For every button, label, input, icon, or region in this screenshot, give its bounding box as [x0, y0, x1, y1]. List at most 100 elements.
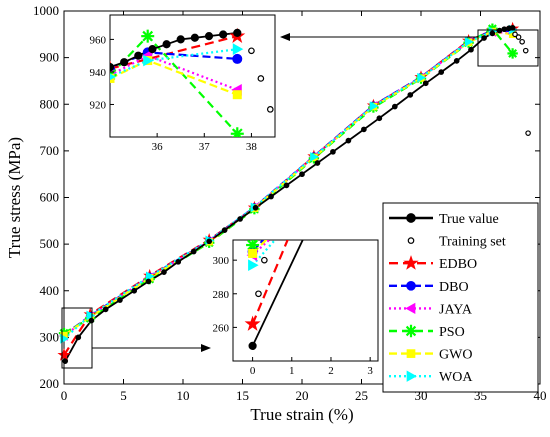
point-true-value	[481, 35, 487, 41]
point-training-set	[519, 38, 525, 45]
y-tick-label: 600	[40, 190, 60, 205]
y-tick-label: 500	[40, 236, 60, 251]
inset-top-left-frame	[109, 14, 276, 138]
point-true-value	[496, 27, 503, 34]
legend-label: DBO	[439, 280, 469, 295]
point-true-value	[161, 269, 167, 275]
legend-label: EDBO	[439, 257, 477, 272]
point-true-value	[468, 46, 474, 53]
inset-top-left-true-line	[110, 32, 238, 68]
legend-marker	[406, 349, 416, 358]
inset-top-left-content	[110, 27, 274, 137]
point-woa	[60, 333, 70, 344]
inset-top-left-point-pso	[141, 29, 155, 43]
point-true-value	[237, 216, 243, 222]
inset-top-left-point-true	[190, 33, 199, 42]
inset-top-left-point-true	[219, 30, 228, 39]
inset-top-left-point-true	[110, 62, 115, 72]
legend-entry-jaya: JAYA	[389, 302, 473, 317]
inset-top-left-x-tick-label: 36	[152, 141, 164, 153]
point-true-value	[75, 334, 82, 341]
legend-entry-dbo: DBO	[389, 280, 469, 295]
inset-top-left-point-gwo	[232, 90, 242, 100]
point-true-value	[221, 227, 228, 233]
true-value-markers	[62, 24, 516, 364]
inset-top-left-point-woa	[110, 73, 117, 81]
point-edbo	[57, 348, 71, 361]
inset-top-left-point-true	[233, 28, 242, 37]
point-true-value	[88, 317, 95, 324]
inset-top-left-point-training	[248, 47, 255, 55]
inset-bottom-x-tick-label: 1	[289, 365, 295, 377]
inset-bottom-point-woa	[248, 259, 259, 272]
inset-bottom-point-edbo	[244, 315, 261, 331]
point-true-value	[407, 92, 414, 98]
inset-top-left-line-edbo	[110, 35, 238, 70]
point-true-value	[314, 160, 321, 166]
point-woa	[464, 36, 474, 47]
y-tick-label: 800	[40, 96, 60, 111]
point-true-value	[391, 103, 398, 110]
point-training-set	[512, 31, 518, 38]
legend-entry-training-set: Training set	[407, 235, 506, 250]
point-true-value	[117, 297, 123, 303]
legend-entry-pso: PSO	[389, 324, 465, 340]
y-tick-label: 900	[40, 50, 60, 65]
point-training-set	[522, 47, 529, 54]
point-woa	[86, 310, 96, 321]
inset-bottom-x-tick-label: 3	[367, 365, 373, 377]
x-tick-label: 25	[355, 388, 368, 403]
point-true-value	[252, 204, 259, 211]
inset-bottom-y-tick-label: 260	[213, 322, 230, 334]
inset-bottom-y-tick-label: 300	[213, 255, 230, 267]
legend-marker	[406, 213, 416, 223]
inset-top-left-point-true	[120, 58, 129, 67]
point-true-value	[145, 278, 152, 285]
inset-top-left-point-true	[148, 45, 157, 54]
point-true-value	[268, 193, 274, 200]
legend-label: PSO	[439, 325, 465, 340]
y-tick-label: 700	[40, 143, 60, 158]
y-tick-label: 300	[40, 329, 60, 344]
inset-top-left: 36 37 38 920 940 960	[90, 14, 276, 153]
inset-bottom-point-true	[248, 341, 257, 350]
inset-top-left-line-jaya	[110, 54, 238, 91]
x-tick-label: 5	[120, 388, 127, 403]
legend-label: JAYA	[439, 302, 473, 317]
x-tick-label: 0	[61, 388, 68, 403]
legend-label: Training set	[439, 235, 506, 250]
y-tick-label: 400	[40, 283, 60, 298]
point-true-value	[489, 30, 496, 37]
inset-bottom: 0 1 2 3 260 280 300	[213, 239, 379, 377]
point-pso	[507, 48, 518, 59]
inset-bottom-point-gwo	[248, 248, 258, 258]
inset-top-left-point-true	[162, 40, 171, 49]
series-line-woa	[63, 28, 513, 340]
legend-marker	[406, 280, 416, 291]
inset-bottom-point-training	[261, 256, 268, 264]
inset-bottom-true-line	[251, 240, 304, 347]
legend-entry-gwo: GWO	[389, 348, 472, 363]
point-true-value	[175, 259, 182, 265]
x-tick-label: 20	[296, 388, 309, 403]
legend-label: True value	[439, 212, 499, 227]
point-true-value	[509, 24, 516, 31]
inset-top-left-point-true	[176, 35, 185, 44]
legend-marker	[403, 255, 419, 270]
inset-top-left-point-true	[134, 51, 143, 60]
y-tick-label: 1000	[33, 3, 59, 18]
point-true-value	[422, 80, 429, 87]
point-true-value	[453, 58, 460, 64]
inset-bottom-x-tick-label: 0	[250, 365, 256, 377]
inset-top-left-x-tick-label: 37	[199, 141, 211, 153]
x-tick-label: 15	[236, 388, 249, 403]
legend-label: WOA	[439, 370, 473, 385]
zoom-box-bottom	[61, 307, 93, 369]
point-true-value	[283, 182, 290, 189]
inset-top-left-point-woa	[143, 54, 154, 67]
point-true-value	[330, 148, 336, 155]
point-true-value	[299, 171, 305, 178]
legend-box	[382, 202, 539, 393]
inset-top-left-y-tick-label: 940	[90, 67, 107, 79]
